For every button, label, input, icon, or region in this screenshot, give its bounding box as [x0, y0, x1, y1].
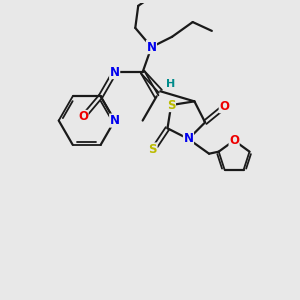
Text: S: S [167, 99, 176, 112]
Text: O: O [229, 134, 239, 147]
Text: O: O [78, 110, 88, 123]
Text: O: O [219, 100, 229, 113]
Text: N: N [110, 66, 120, 79]
Text: N: N [110, 114, 120, 127]
Text: H: H [166, 79, 175, 89]
Text: N: N [146, 40, 157, 54]
Text: N: N [184, 133, 194, 146]
Text: S: S [148, 143, 157, 156]
